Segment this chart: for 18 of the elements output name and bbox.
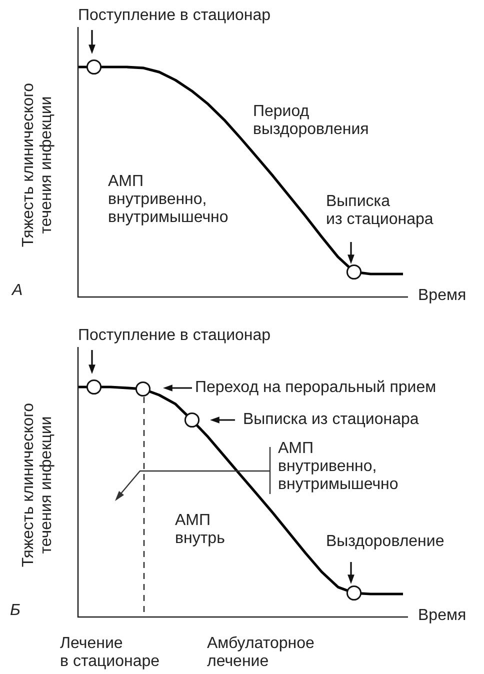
annotation: АМП внутривенно, внутримышечно — [108, 173, 228, 227]
annotation: Переход на пероральный прием — [195, 379, 436, 397]
annotation: Выписка из стационара — [243, 411, 419, 429]
annotation: Выздоровление — [326, 533, 444, 551]
text: Поступление в стационар — [78, 7, 271, 25]
annotation: Период выздоровления — [253, 103, 369, 139]
x-axis-title: Время — [418, 287, 466, 305]
annotation: АМП внутривенно, внутримышечно — [278, 440, 398, 494]
annotation: АМП внутрь — [175, 512, 225, 548]
y-axis-title: Тяжесть клинического течения инфекции — [20, 402, 56, 570]
text: Поступление в стационар — [78, 327, 271, 345]
annotation: Выписка из стационара — [326, 193, 434, 229]
text: А — [12, 282, 23, 300]
y-axis-title: Тяжесть клинического течения инфекции — [20, 82, 56, 250]
text: Лечение в стационаре — [60, 635, 160, 671]
text: Амбулаторное лечение — [207, 635, 314, 671]
x-axis-title: Время — [418, 607, 466, 625]
text: Б — [10, 602, 20, 620]
